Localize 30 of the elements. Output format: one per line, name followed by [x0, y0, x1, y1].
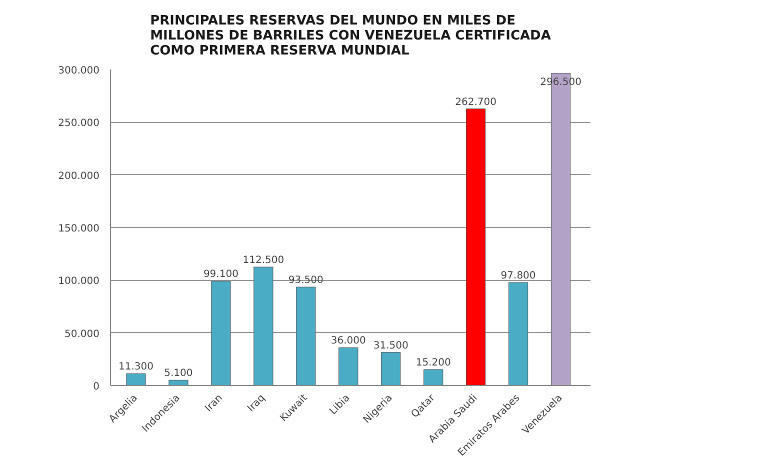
data-label: 36.000 — [330, 336, 366, 347]
bar — [168, 380, 188, 386]
data-label: 112.500 — [242, 255, 284, 266]
bar — [211, 280, 231, 386]
y-tick-label: 200.000 — [58, 170, 100, 182]
bar — [296, 286, 316, 386]
y-tick-label: 100.000 — [58, 276, 100, 288]
data-label: 97.800 — [500, 270, 536, 282]
x-tick-label: Iran — [203, 392, 225, 414]
chart-title: PRINCIPALES RESERVAS DEL MUNDO EN MILES DE MILLONES DE BARRILES CON VENEZUELA CERTIFICADA COMO PRIMERA RESERVA MUNDIAL — [150, 14, 551, 58]
bar — [424, 369, 444, 386]
bar — [508, 282, 528, 386]
bar — [254, 266, 274, 386]
data-label: 11.300 — [118, 362, 154, 373]
bar — [381, 352, 401, 386]
data-label: 31.500 — [373, 340, 408, 352]
data-label: 15.200 — [416, 357, 451, 368]
data-label: 5.100 — [164, 368, 193, 380]
bar — [126, 373, 146, 386]
y-tick-label: 300.000 — [58, 66, 100, 76]
y-tick-label: 150.000 — [58, 224, 100, 234]
bar — [338, 347, 358, 386]
y-tick-label: 50.000 — [64, 328, 100, 340]
data-label: 262.700 — [455, 96, 496, 108]
data-label: 99.100 — [203, 269, 238, 280]
bar — [466, 108, 486, 386]
data-label: 93.500 — [288, 275, 324, 286]
y-tick-label: 0 — [93, 382, 100, 392]
y-tick-label: 250.000 — [58, 118, 100, 130]
x-tick-label: Iraq — [246, 392, 268, 414]
